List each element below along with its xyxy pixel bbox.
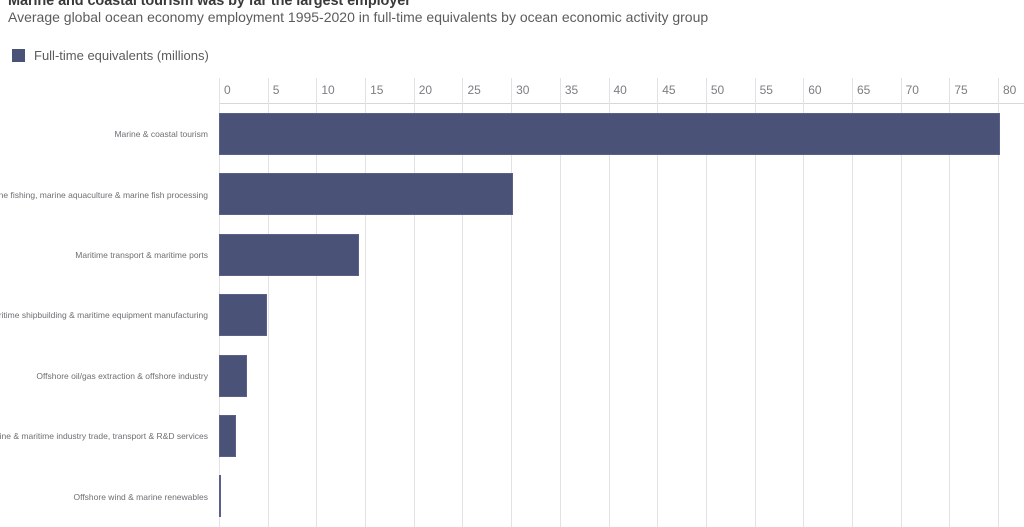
gridline: [316, 78, 318, 527]
bar-row: Marine fishing, marine aquaculture & mar…: [0, 164, 1024, 224]
x-axis-tick-label: 10: [321, 83, 335, 97]
x-axis-gridlines: 0 5 10 15 20 25 30 35 40 45 50 55 60 65 70 75 80: [0, 78, 1024, 527]
x-axis-tick-label: 45: [662, 83, 676, 97]
x-axis-tick-label: 30: [516, 83, 530, 97]
bar-row: Marine & coastal tourism: [0, 104, 1024, 164]
bar[interactable]: [219, 173, 514, 216]
page-title: Marine and coastal tourism was by far th…: [8, 0, 411, 9]
bar-row: Maritime shipbuilding & maritime equipme…: [0, 285, 1024, 345]
x-axis-tick-label: 35: [564, 83, 579, 97]
gridline: [803, 78, 805, 527]
x-axis-tick-label: 70: [905, 83, 919, 97]
category-label: Marine & coastal tourism: [114, 129, 208, 140]
gridline: [657, 78, 659, 527]
x-axis-tick-label: 80: [1003, 83, 1017, 97]
gridline: [851, 78, 853, 527]
bar[interactable]: [219, 113, 1000, 155]
x-axis-tick-label: 60: [808, 83, 822, 97]
bar-row: Marine & maritime industry trade, transp…: [0, 406, 1024, 466]
gridline: [413, 78, 415, 527]
gridline: [559, 78, 561, 527]
gridline: [705, 78, 707, 527]
bar[interactable]: [219, 415, 236, 457]
x-axis-tick-label: 25: [467, 83, 481, 97]
gridline: [608, 78, 610, 527]
category-label: Maritime transport & maritime ports: [75, 249, 208, 260]
bar[interactable]: [219, 294, 267, 337]
bar-row: Offshore wind & marine renewables: [0, 466, 1024, 526]
bar-row: Offshore oil/gas extraction & offshore i…: [0, 346, 1024, 406]
x-axis-tick-label: 20: [418, 83, 433, 97]
chart-subtitle: Average global ocean economy employment …: [8, 9, 709, 25]
plot-area: 0 5 10 15 20 25 30 35 40 45 50 55 60 65 70 75 80 Marine …: [0, 78, 1024, 527]
legend-swatch-icon: [12, 49, 25, 62]
bar-rows: Marine & coastal tourism Marine fishing, …: [0, 104, 1024, 527]
x-axis-tick-label: 65: [856, 83, 871, 97]
bar[interactable]: [219, 475, 221, 518]
x-axis-tick-label: 75: [954, 83, 968, 97]
gridline: [462, 78, 464, 527]
gridline: [365, 78, 367, 527]
x-axis-tick-label: 0: [224, 83, 231, 97]
x-axis-tick-label: 5: [272, 83, 280, 97]
x-axis-tick-label: 55: [759, 83, 773, 97]
x-axis-tick-label: 15: [370, 83, 384, 97]
legend-item-label: Full-time equivalents (millions): [34, 48, 209, 63]
gridline: [511, 78, 513, 527]
x-axis-tick-label: 40: [613, 83, 627, 97]
x-axis-tick-label: 50: [710, 83, 725, 97]
category-label: Offshore wind & marine renewables: [73, 491, 209, 502]
gridline: [900, 78, 902, 527]
gridline: [998, 78, 999, 527]
bar[interactable]: [219, 233, 360, 276]
bar[interactable]: [219, 354, 248, 397]
category-label: Marine & maritime industry trade, transp…: [0, 431, 208, 442]
gridline: [949, 78, 951, 527]
gridline: [267, 78, 269, 527]
category-label: Marine fishing, marine aquaculture & mar…: [0, 189, 208, 200]
category-label: Offshore oil/gas extraction & offshore i…: [36, 370, 208, 381]
chart-legend: Full-time equivalents (millions): [12, 48, 209, 63]
bar-row: Maritime transport & maritime ports: [0, 225, 1024, 285]
category-label: Maritime shipbuilding & maritime equipme…: [0, 310, 208, 321]
gridline: [754, 78, 756, 527]
axis-top-rule: [219, 103, 1024, 104]
